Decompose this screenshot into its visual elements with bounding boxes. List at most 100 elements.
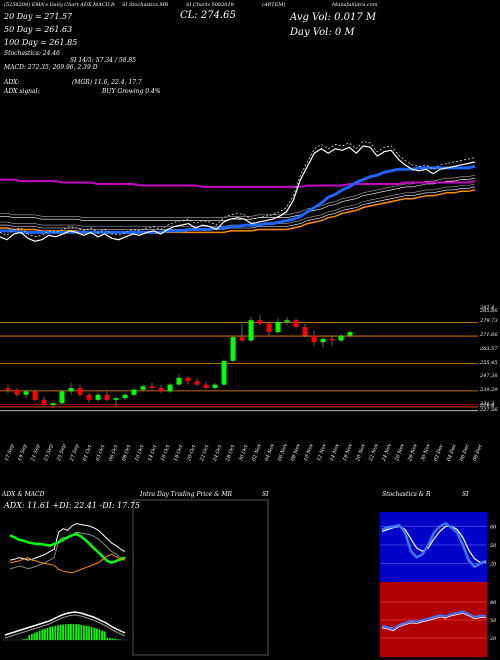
candle-body	[284, 320, 290, 322]
macd-histogram-bar	[114, 638, 116, 640]
candle-body	[347, 332, 353, 336]
ema-bundle-line	[0, 183, 476, 227]
signal-label: BUY Growing 0.4%	[102, 88, 161, 95]
candle-body	[5, 387, 11, 390]
candle-body	[239, 337, 245, 341]
price-y-tick-label: 227.56	[480, 406, 498, 413]
macd-histogram-bar	[51, 626, 54, 640]
ema100-line	[0, 178, 476, 188]
rsi-y-tick: 50	[490, 618, 497, 624]
ema100-label: 100 Day = 261.85	[4, 38, 78, 47]
header-topline-2: SI,Stochastics,MR	[122, 2, 169, 8]
candle-body	[293, 320, 299, 328]
macd-histogram-bar	[62, 624, 64, 640]
macd-histogram-bar	[70, 624, 72, 640]
price-y-tick-label: 231.2	[480, 400, 495, 407]
macd-histogram-bar	[38, 630, 41, 640]
adx-label: ADX:	[4, 79, 20, 86]
macd-histogram-bar	[36, 631, 38, 640]
candle-body	[320, 338, 326, 343]
macd-histogram-bar	[93, 627, 96, 640]
candle-body	[131, 389, 137, 395]
candle-body	[68, 387, 74, 392]
macd-histogram-bar	[28, 635, 31, 640]
candle-body	[14, 389, 20, 395]
candle-body	[203, 384, 209, 388]
macd-histogram-bar	[33, 632, 36, 640]
avg-vol-label: Avg Vol: 0.017 M	[290, 12, 377, 23]
macd-histogram-bar	[25, 638, 28, 640]
price-y-tick-label: 285.86	[480, 308, 498, 314]
macd-histogram-bar	[101, 630, 103, 640]
macd-histogram-bar	[116, 639, 119, 640]
stoch-panel-si: SI	[462, 491, 469, 498]
mrsi-label: (MGR) 11.6, 22.4, 17.7	[72, 79, 142, 86]
candle-body	[257, 320, 263, 324]
header-topline-1: (5256208) EMA's Daily Chart ADX,MACD,R	[4, 2, 115, 8]
macd-signal-line	[4, 614, 126, 639]
candle-body	[113, 398, 119, 400]
macd-histogram-bar	[67, 624, 70, 640]
price-y-tick-label: 271.66	[480, 332, 498, 339]
macd-histogram-bar	[59, 624, 62, 640]
candle-body	[176, 377, 182, 385]
header-topline-5: MunafaSutra.com	[332, 2, 378, 8]
macd-histogram-bar	[75, 624, 77, 640]
price-y-tick-label: 247.38	[480, 373, 498, 380]
candle-body	[140, 386, 146, 390]
candle-body	[158, 387, 164, 392]
candle-body	[95, 394, 101, 400]
macd-histogram-bar	[72, 624, 75, 640]
price-y-tick-label: 263.57	[480, 345, 498, 352]
plus-di-lower-line	[9, 531, 126, 570]
rsi-label: SI 14/5: 57.34 / 58.85	[70, 57, 136, 64]
candle-body	[86, 394, 92, 400]
ema50-label: 50 Day = 261.63	[4, 25, 73, 34]
macd-histogram-bar	[49, 627, 51, 640]
macd-histogram-bar	[64, 624, 67, 640]
candle-body	[230, 337, 236, 361]
macd-histogram-bar	[106, 637, 109, 640]
rsi-mrsi-line	[381, 612, 486, 632]
header-topline-3: SI Charts 5082019	[186, 2, 234, 8]
stoch-y-tick: 80	[490, 524, 497, 530]
macd-histogram-bar	[83, 625, 85, 640]
minus-di-line	[9, 553, 126, 574]
stoch-y-tick: 20	[489, 562, 497, 568]
candle-body	[221, 360, 227, 385]
macd-label: MACD: 272.35, 269.96, 2.39 D	[4, 64, 98, 71]
macd-histogram-bar	[98, 629, 101, 640]
stochastics-label: Stochastics: 24.46	[4, 50, 60, 57]
header-topline-4: (ARTEM)	[262, 2, 286, 8]
ema-bundle-line	[0, 177, 476, 221]
candle-body	[122, 394, 128, 399]
macd-histogram-bar	[103, 631, 106, 640]
stoch-panel-title: Stochastics & R	[382, 491, 431, 498]
macd-histogram-bar	[44, 628, 46, 640]
intra-day-panel-frame	[132, 499, 269, 656]
candle-body	[266, 323, 272, 333]
macd-histogram-bar	[31, 633, 33, 640]
candle-body	[194, 381, 200, 385]
candle-body	[212, 384, 218, 388]
price-dotted-line	[0, 141, 476, 238]
price-line	[0, 145, 476, 242]
candle-body	[104, 394, 110, 400]
rsi-panel-bg	[380, 582, 487, 657]
candle-body	[77, 387, 83, 395]
candle-body	[41, 399, 47, 405]
price-y-tick-label: 239.29	[480, 386, 498, 393]
intra-panel-si: SI	[262, 491, 269, 498]
candle-body	[32, 391, 38, 400]
close-label: CL: 274.65	[180, 10, 236, 21]
candle-body	[50, 403, 56, 405]
stochastics-panel-bg	[380, 512, 487, 582]
intra-panel-title: Intra Day Trading Price & MR	[140, 491, 233, 498]
price-y-tick-label: 229.8	[480, 402, 495, 409]
candle-body	[329, 338, 335, 341]
day-vol-label: Day Vol: 0 M	[290, 27, 355, 38]
candle-body	[167, 384, 173, 392]
ema20-label: 20 Day = 271.57	[4, 12, 73, 21]
macd-histogram-bar	[80, 624, 83, 640]
macd-histogram-bar	[111, 638, 114, 640]
